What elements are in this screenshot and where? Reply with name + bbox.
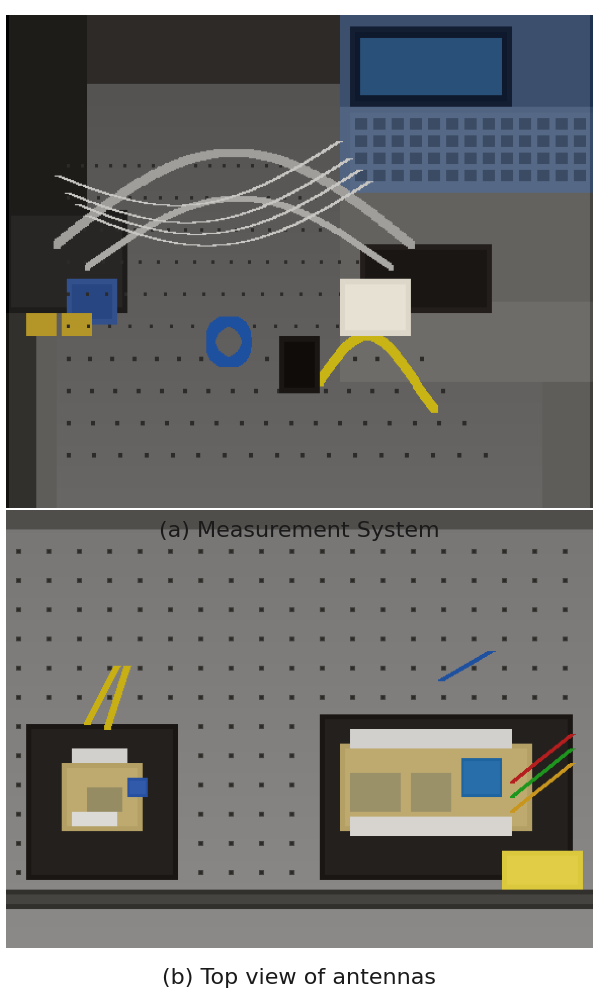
Text: (a) Measurement System: (a) Measurement System [158,521,440,541]
Text: (b) Top view of antennas: (b) Top view of antennas [162,968,436,988]
